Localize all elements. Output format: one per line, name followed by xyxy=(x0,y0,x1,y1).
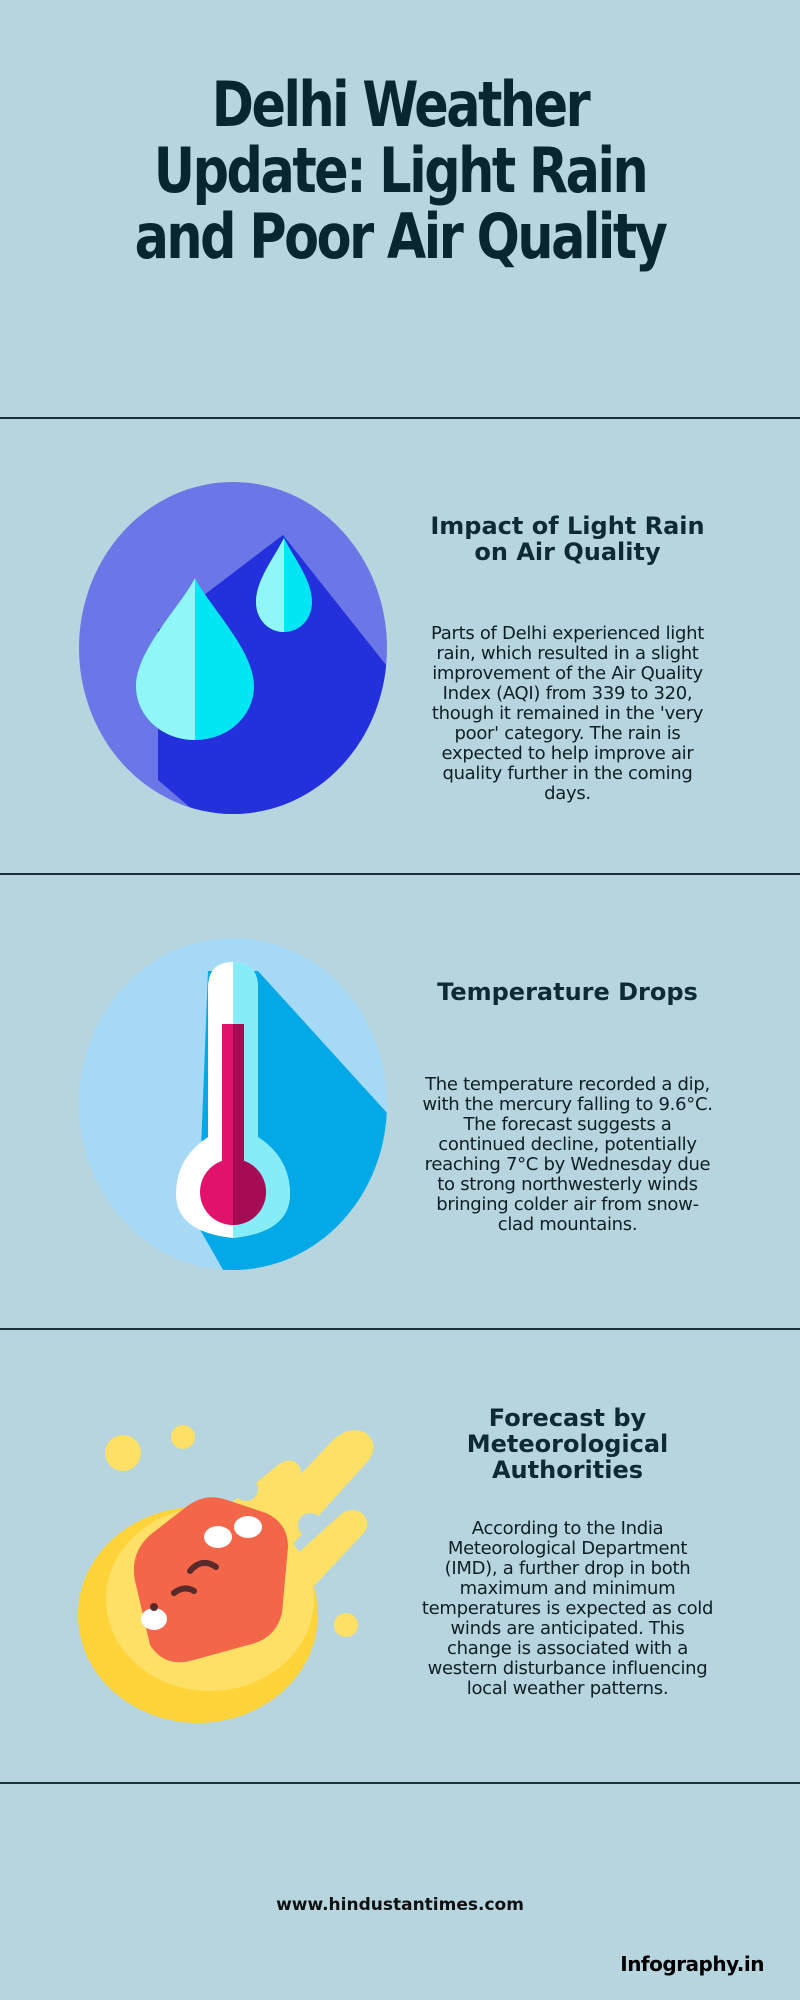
section-forecast: Forecast by Meteorological Authorities A… xyxy=(0,1329,800,1779)
page-title: Delhi Weather Update: Light Rain and Poo… xyxy=(134,68,668,273)
source-url: www.hindustantimes.com xyxy=(276,1895,524,1915)
meteor-icon xyxy=(78,1385,388,1725)
section-temperature: Temperature Drops The temperature record… xyxy=(0,874,800,1324)
section-divider xyxy=(0,1328,800,1330)
section-heading: Temperature Drops xyxy=(437,978,698,1006)
section-divider xyxy=(0,417,800,419)
section-divider xyxy=(0,873,800,875)
section-rain-impact: Impact of Light Rain on Air Quality Part… xyxy=(0,418,800,868)
section-body: Parts of Delhi experienced light rain, w… xyxy=(431,623,704,804)
section-body: According to the India Meteorological De… xyxy=(421,1518,714,1699)
section-heading: Impact of Light Rain on Air Quality xyxy=(430,512,705,566)
thermometer-icon xyxy=(78,936,388,1276)
rain-drops-icon xyxy=(78,480,388,820)
section-heading: Forecast by Meteorological Authorities xyxy=(466,1404,669,1484)
section-divider xyxy=(0,1782,800,1784)
section-body: The temperature recorded a dip, with the… xyxy=(422,1074,713,1235)
brand-logo: Infography.in xyxy=(620,1952,764,1976)
